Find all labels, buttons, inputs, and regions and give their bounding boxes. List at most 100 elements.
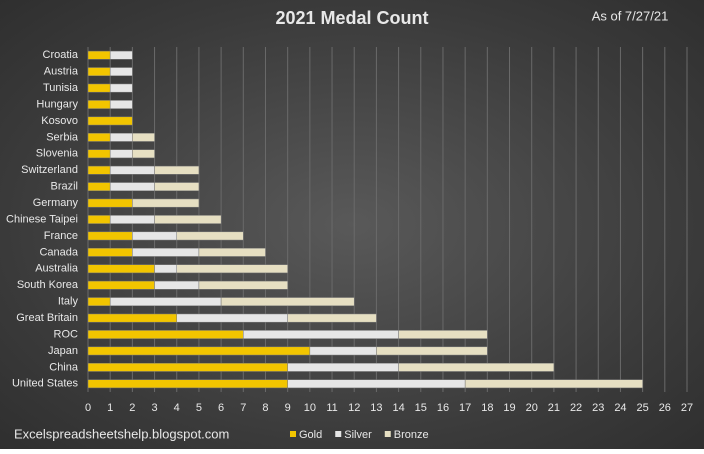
annotation: As of 7/27/21 xyxy=(592,8,669,23)
bar-segment xyxy=(87,83,111,93)
legend-swatch xyxy=(335,431,342,437)
x-tick-label: 18 xyxy=(481,402,493,414)
x-tick-label: 4 xyxy=(174,402,180,414)
y-tick-label: China xyxy=(49,361,79,373)
bar-segment xyxy=(154,280,200,290)
bar-segment xyxy=(87,231,133,241)
y-tick-label: France xyxy=(44,230,78,242)
bar-segment xyxy=(198,248,266,257)
legend-swatch xyxy=(384,431,391,437)
x-tick-label: 3 xyxy=(151,402,157,414)
legend-label: Bronze xyxy=(394,429,429,441)
bar-segment xyxy=(109,182,155,192)
bar-segment xyxy=(309,346,377,356)
bar-segment xyxy=(87,100,111,109)
y-tick-label: Hungary xyxy=(36,98,78,110)
bar-segment xyxy=(376,346,488,356)
x-tick-label: 25 xyxy=(637,402,649,414)
bar-segment xyxy=(87,280,155,290)
bar-segment xyxy=(287,379,466,389)
y-tick-label: Italy xyxy=(58,296,79,308)
bar-segment xyxy=(287,313,377,323)
bar-segment xyxy=(243,330,399,339)
bar-segment xyxy=(132,149,155,159)
x-tick-label: 15 xyxy=(415,402,427,414)
x-tick-label: 8 xyxy=(262,402,268,414)
y-tick-label: United States xyxy=(12,378,79,390)
y-tick-label: Switzerland xyxy=(21,164,78,176)
bar-segment xyxy=(154,264,177,274)
bar-segment xyxy=(87,198,133,208)
bar-segment xyxy=(154,215,222,224)
x-tick-label: 9 xyxy=(285,402,291,414)
x-tick-label: 14 xyxy=(392,402,404,414)
bar-segment xyxy=(109,67,133,76)
x-tick-label: 6 xyxy=(218,402,224,414)
chart-title: 2021 Medal Count xyxy=(275,8,428,28)
bar-segment xyxy=(87,297,111,306)
x-tick-label: 22 xyxy=(570,402,582,414)
bar-segment xyxy=(87,67,111,76)
bar-segment xyxy=(87,50,111,60)
x-tick-label: 1 xyxy=(107,402,113,414)
y-tick-label: Canada xyxy=(39,246,78,258)
x-tick-label: 19 xyxy=(503,402,515,414)
x-tick-label: 23 xyxy=(592,402,604,414)
bar-segment xyxy=(87,346,311,356)
x-tick-label: 11 xyxy=(326,402,337,414)
x-tick-label: 10 xyxy=(304,402,316,414)
x-tick-label: 12 xyxy=(348,402,360,414)
bar-segment xyxy=(287,363,399,372)
bar-segment xyxy=(132,231,177,241)
y-tick-label: Kosovo xyxy=(41,115,78,127)
y-tick-label: Australia xyxy=(35,263,79,275)
x-tick-label: 13 xyxy=(370,402,382,414)
bar-segment xyxy=(109,215,155,224)
x-tick-label: 27 xyxy=(681,402,693,414)
y-tick-label: South Korea xyxy=(17,279,79,291)
bar-segment xyxy=(176,264,288,274)
x-tick-label: 26 xyxy=(659,402,671,414)
bar-segment xyxy=(464,379,643,389)
x-tick-label: 7 xyxy=(240,402,246,414)
bar-segment xyxy=(87,215,111,224)
bar-segment xyxy=(87,133,111,142)
bar-segment xyxy=(87,330,244,339)
bar-segment xyxy=(154,165,200,175)
bar-segment xyxy=(109,165,155,175)
x-tick-label: 24 xyxy=(614,402,626,414)
x-tick-label: 20 xyxy=(526,402,538,414)
bar-segment xyxy=(87,379,288,389)
x-tick-label: 17 xyxy=(459,402,471,414)
bar-segment xyxy=(109,133,133,142)
bar-segment xyxy=(109,149,133,159)
legend-label: Gold xyxy=(299,429,322,441)
y-tick-label: Austria xyxy=(44,66,79,78)
y-tick-label: Serbia xyxy=(46,131,79,143)
y-tick-label: Croatia xyxy=(43,49,79,61)
bar-segment xyxy=(87,116,133,126)
y-tick-label: Brazil xyxy=(50,181,78,193)
bar-segment xyxy=(87,363,288,372)
bar-segment xyxy=(132,248,200,257)
bar-segment xyxy=(220,297,355,306)
y-tick-label: Slovenia xyxy=(36,148,79,160)
bar-segment xyxy=(132,133,155,142)
x-tick-label: 16 xyxy=(437,402,449,414)
y-tick-label: Great Britain xyxy=(16,312,78,324)
y-tick-label: Chinese Taipei xyxy=(6,213,78,225)
x-tick-label: 5 xyxy=(196,402,202,414)
bar-segment xyxy=(109,100,133,109)
bar-segment xyxy=(176,313,288,323)
bar-segment xyxy=(87,165,111,175)
bar-segment xyxy=(109,83,133,93)
bar-segment xyxy=(87,264,155,274)
bar-segment xyxy=(132,198,200,208)
legend-swatch xyxy=(290,431,296,437)
bar-segment xyxy=(398,363,555,372)
y-tick-label: Tunisia xyxy=(43,82,79,94)
y-tick-label: Japan xyxy=(48,345,78,357)
y-tick-label: Germany xyxy=(33,197,79,209)
